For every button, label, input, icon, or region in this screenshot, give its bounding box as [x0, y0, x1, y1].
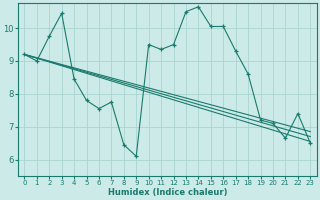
- X-axis label: Humidex (Indice chaleur): Humidex (Indice chaleur): [108, 188, 227, 197]
